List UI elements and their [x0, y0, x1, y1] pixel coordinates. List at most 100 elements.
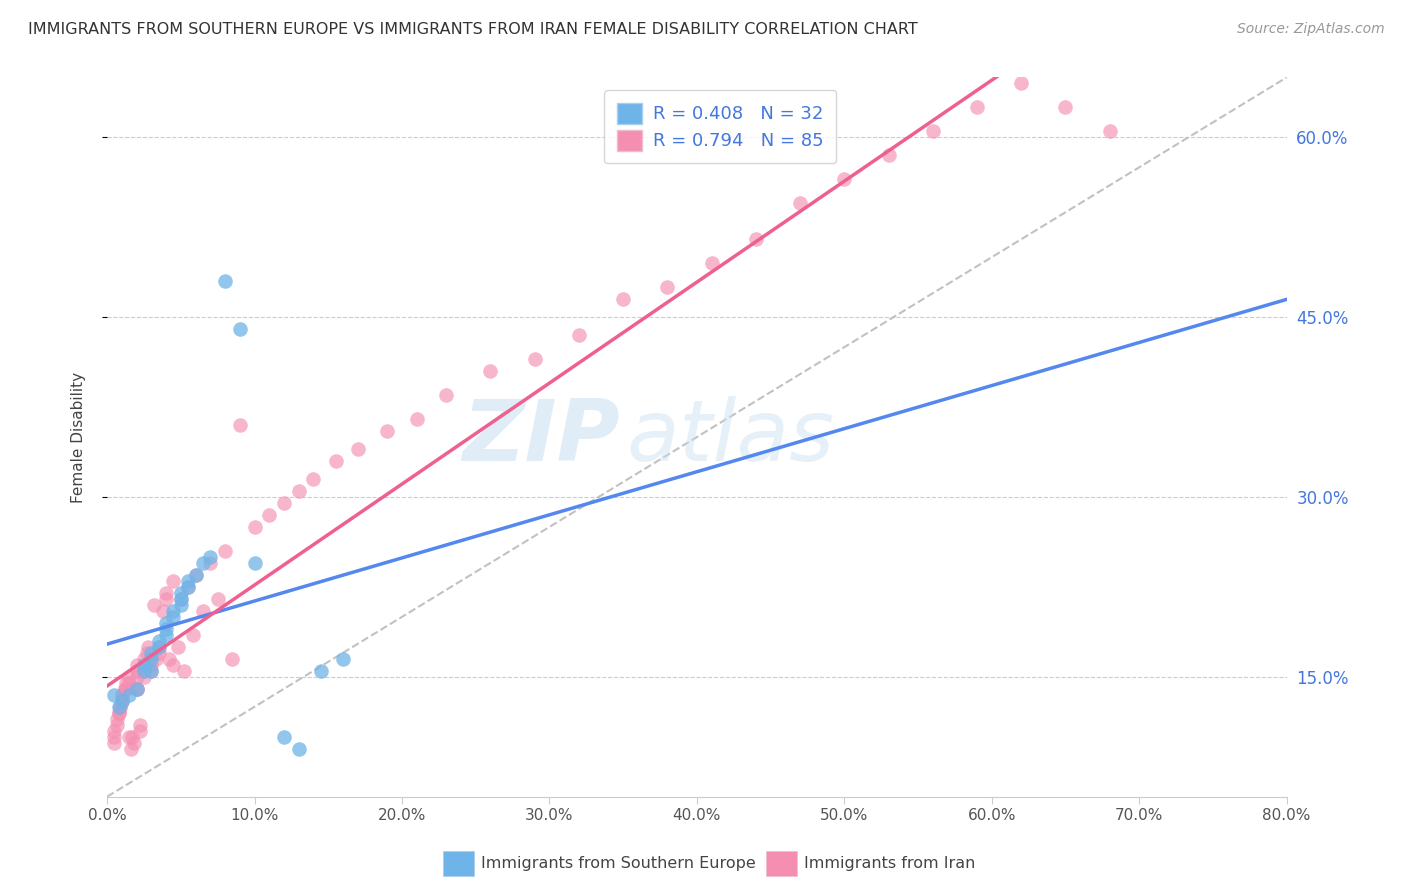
Point	[103, 723, 125, 738]
Point	[114, 681, 136, 696]
Point	[118, 670, 141, 684]
Point	[200, 549, 222, 564]
Point	[121, 730, 143, 744]
Point	[346, 442, 368, 456]
Text: Immigrants from Iran: Immigrants from Iran	[804, 856, 976, 871]
Point	[141, 646, 163, 660]
Point	[148, 640, 170, 654]
Point	[155, 586, 177, 600]
Point	[170, 586, 193, 600]
Point	[108, 706, 131, 720]
Point	[125, 670, 148, 684]
Point	[375, 424, 398, 438]
Point	[145, 652, 167, 666]
Point	[148, 646, 170, 660]
Point	[105, 718, 128, 732]
Point	[877, 148, 900, 162]
Point	[111, 688, 134, 702]
Point	[108, 699, 131, 714]
Point	[745, 232, 768, 246]
Point	[273, 496, 295, 510]
Point	[287, 483, 309, 498]
Text: IMMIGRANTS FROM SOUTHERN EUROPE VS IMMIGRANTS FROM IRAN FEMALE DISABILITY CORREL: IMMIGRANTS FROM SOUTHERN EUROPE VS IMMIG…	[28, 22, 918, 37]
Point	[166, 640, 188, 654]
Point	[479, 364, 502, 378]
Point	[128, 718, 150, 732]
Point	[287, 741, 309, 756]
Point	[114, 681, 136, 696]
Y-axis label: Female Disability: Female Disability	[72, 371, 86, 502]
Point	[148, 633, 170, 648]
Point	[966, 100, 988, 114]
Point	[191, 556, 214, 570]
Point	[221, 652, 243, 666]
Point	[229, 418, 252, 433]
Point	[155, 622, 177, 636]
Point	[162, 574, 184, 588]
Point	[141, 664, 163, 678]
Point	[243, 556, 266, 570]
Point	[184, 568, 207, 582]
Point	[105, 712, 128, 726]
Point	[184, 568, 207, 582]
Point	[110, 699, 132, 714]
Point	[259, 508, 281, 522]
Point	[103, 730, 125, 744]
Point	[700, 256, 723, 270]
Point	[152, 604, 174, 618]
Point	[173, 664, 195, 678]
Point	[141, 664, 163, 678]
Point	[132, 652, 155, 666]
Point	[111, 694, 134, 708]
Point	[122, 736, 145, 750]
Point	[141, 657, 163, 672]
Point	[200, 556, 222, 570]
Point	[141, 652, 163, 666]
Point	[325, 454, 347, 468]
Text: Immigrants from Southern Europe: Immigrants from Southern Europe	[481, 856, 755, 871]
Point	[103, 688, 125, 702]
Point	[162, 657, 184, 672]
Point	[214, 544, 236, 558]
Point	[135, 646, 157, 660]
Point	[125, 681, 148, 696]
Point	[1054, 100, 1077, 114]
Point	[523, 352, 546, 367]
Point	[108, 706, 131, 720]
Point	[111, 694, 134, 708]
Point	[155, 628, 177, 642]
Point	[155, 615, 177, 630]
Point	[177, 574, 200, 588]
Point	[132, 664, 155, 678]
Point	[921, 124, 943, 138]
Point	[434, 388, 457, 402]
Point	[132, 657, 155, 672]
Point	[125, 657, 148, 672]
Text: atlas: atlas	[626, 395, 834, 478]
Point	[177, 580, 200, 594]
Point	[111, 694, 134, 708]
Point	[120, 741, 142, 756]
Point	[162, 610, 184, 624]
Point	[110, 699, 132, 714]
Point	[132, 670, 155, 684]
Point	[157, 652, 180, 666]
Point	[111, 688, 134, 702]
Point	[125, 664, 148, 678]
Point	[141, 652, 163, 666]
Point	[568, 328, 591, 343]
Point	[832, 172, 855, 186]
Point	[181, 628, 204, 642]
Point	[273, 730, 295, 744]
Point	[148, 640, 170, 654]
Point	[162, 604, 184, 618]
Point	[132, 664, 155, 678]
Point	[302, 472, 325, 486]
Point	[229, 322, 252, 336]
Point	[243, 520, 266, 534]
Point	[789, 196, 811, 211]
Point	[125, 681, 148, 696]
Point	[1098, 124, 1121, 138]
Point	[657, 280, 679, 294]
Point	[170, 598, 193, 612]
